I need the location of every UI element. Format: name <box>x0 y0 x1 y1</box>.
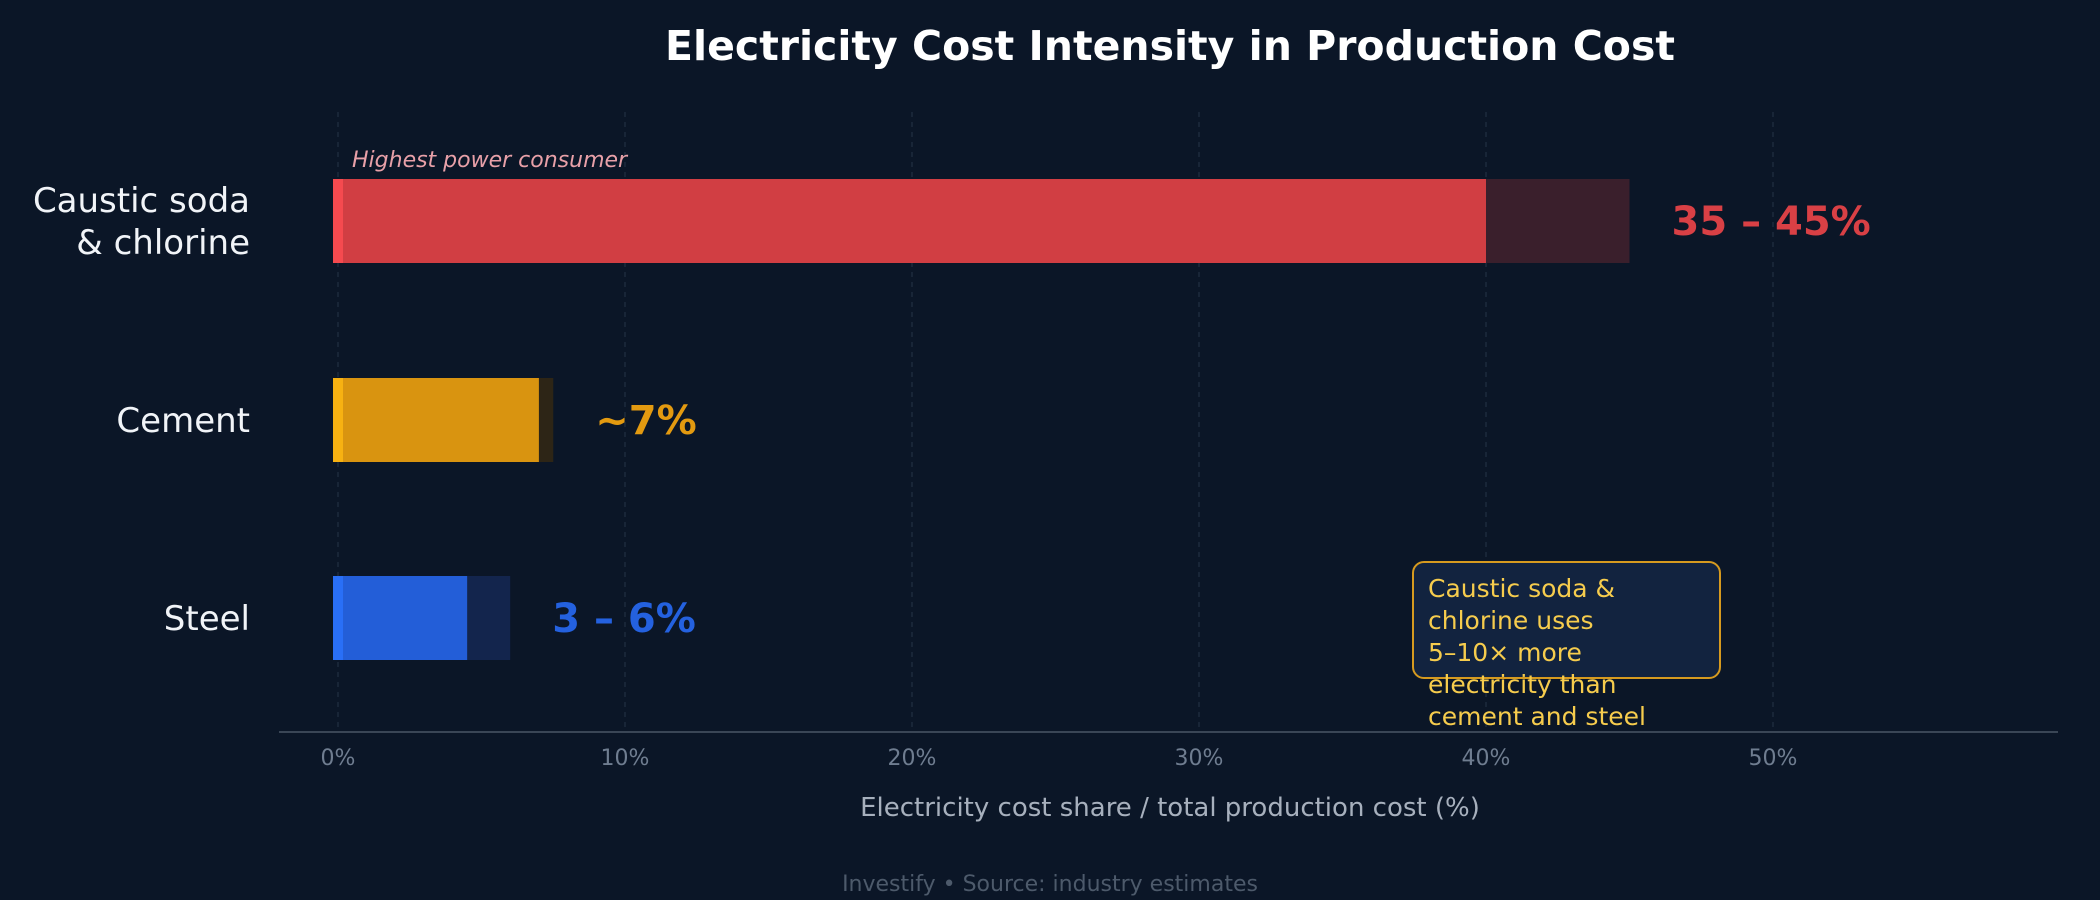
x-tick-label-20: 20% <box>888 746 937 771</box>
bar-edge-cement <box>333 378 343 462</box>
category-label-steel: Steel <box>164 599 250 639</box>
x-axis-label: Electricity cost share / total productio… <box>860 793 1480 823</box>
chart-footer: Investify • Source: industry estimates <box>842 872 1258 897</box>
category-label-caustic-soda-line-2: & chlorine <box>76 223 250 263</box>
x-tick-label-30: 30% <box>1175 746 1224 771</box>
annotation-text: Caustic soda & chlorine uses 5–10× more … <box>1428 574 1646 731</box>
bar-note-caustic-soda: Highest power consumer <box>352 148 629 173</box>
value-label-steel: 3 – 6% <box>552 596 696 642</box>
bar-edge-steel <box>333 576 343 660</box>
bar-steel <box>333 576 468 660</box>
x-tick-label-0: 0% <box>321 746 356 771</box>
value-label-caustic-soda: 35 – 45% <box>1672 199 1871 245</box>
x-tick-label-10: 10% <box>601 746 650 771</box>
bars-layer <box>333 179 1630 660</box>
category-label-cement: Cement <box>116 401 250 441</box>
bar-caustic-soda <box>333 179 1486 263</box>
bar-cement <box>333 378 539 462</box>
labels-layer: Caustic soda& chlorine 35 – 45% Highest po… <box>33 148 1871 642</box>
x-tick-label-50: 50% <box>1749 746 1798 771</box>
category-label-caustic-soda-line-1: Caustic soda <box>33 181 250 221</box>
x-tick-label-40: 40% <box>1462 746 1511 771</box>
value-label-cement: ~7% <box>595 398 696 444</box>
bar-edge-caustic-soda <box>333 179 343 263</box>
chart-title: Electricity Cost Intensity in Production… <box>665 22 1675 70</box>
annotation-box: Caustic soda & chlorine uses 5–10× more … <box>1412 561 1721 731</box>
ticks-layer: 0% 10% 20% 30% 40% 50% <box>321 746 1798 771</box>
